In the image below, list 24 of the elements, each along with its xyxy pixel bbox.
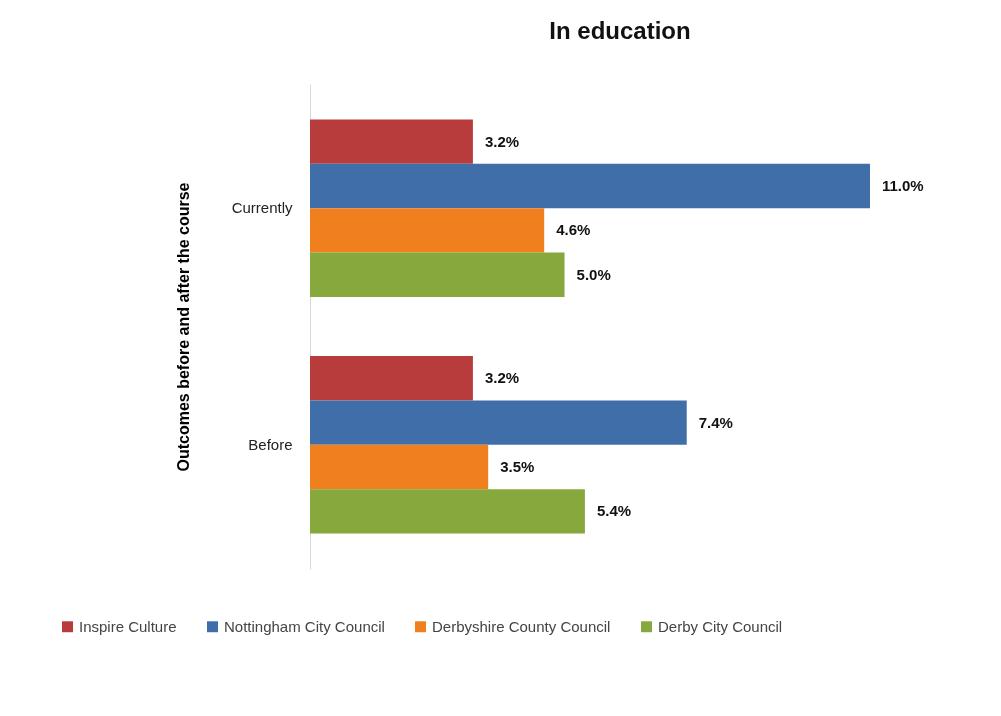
legend-label: Derby City Council	[658, 617, 783, 635]
data-label: 3.2%	[484, 132, 520, 150]
legend-label: Inspire Culture	[79, 617, 177, 635]
data-label: 3.5%	[500, 457, 535, 475]
bar	[310, 400, 687, 445]
bar	[310, 119, 473, 164]
chart-title: In education	[549, 17, 691, 44]
data-label: 7.4%	[698, 413, 733, 431]
bar	[310, 208, 545, 253]
bar	[310, 163, 870, 209]
data-label: 5.0%	[576, 265, 611, 283]
data-label: 4.6%	[556, 221, 591, 239]
bar	[310, 444, 489, 490]
bar	[310, 252, 565, 297]
bar	[310, 489, 585, 534]
data-label: 11.0%	[882, 177, 924, 195]
bar	[310, 356, 473, 401]
y-tick-label: Before	[248, 435, 293, 453]
y-axis-title: Outcomes before and after the course	[174, 182, 192, 472]
data-label: 3.2%	[484, 369, 520, 387]
legend-label: Nottingham City Council	[224, 617, 385, 635]
legend-label: Derbyshire County Council	[432, 617, 611, 635]
y-tick-label: Currently	[231, 199, 293, 217]
data-label: 5.4%	[596, 502, 632, 520]
